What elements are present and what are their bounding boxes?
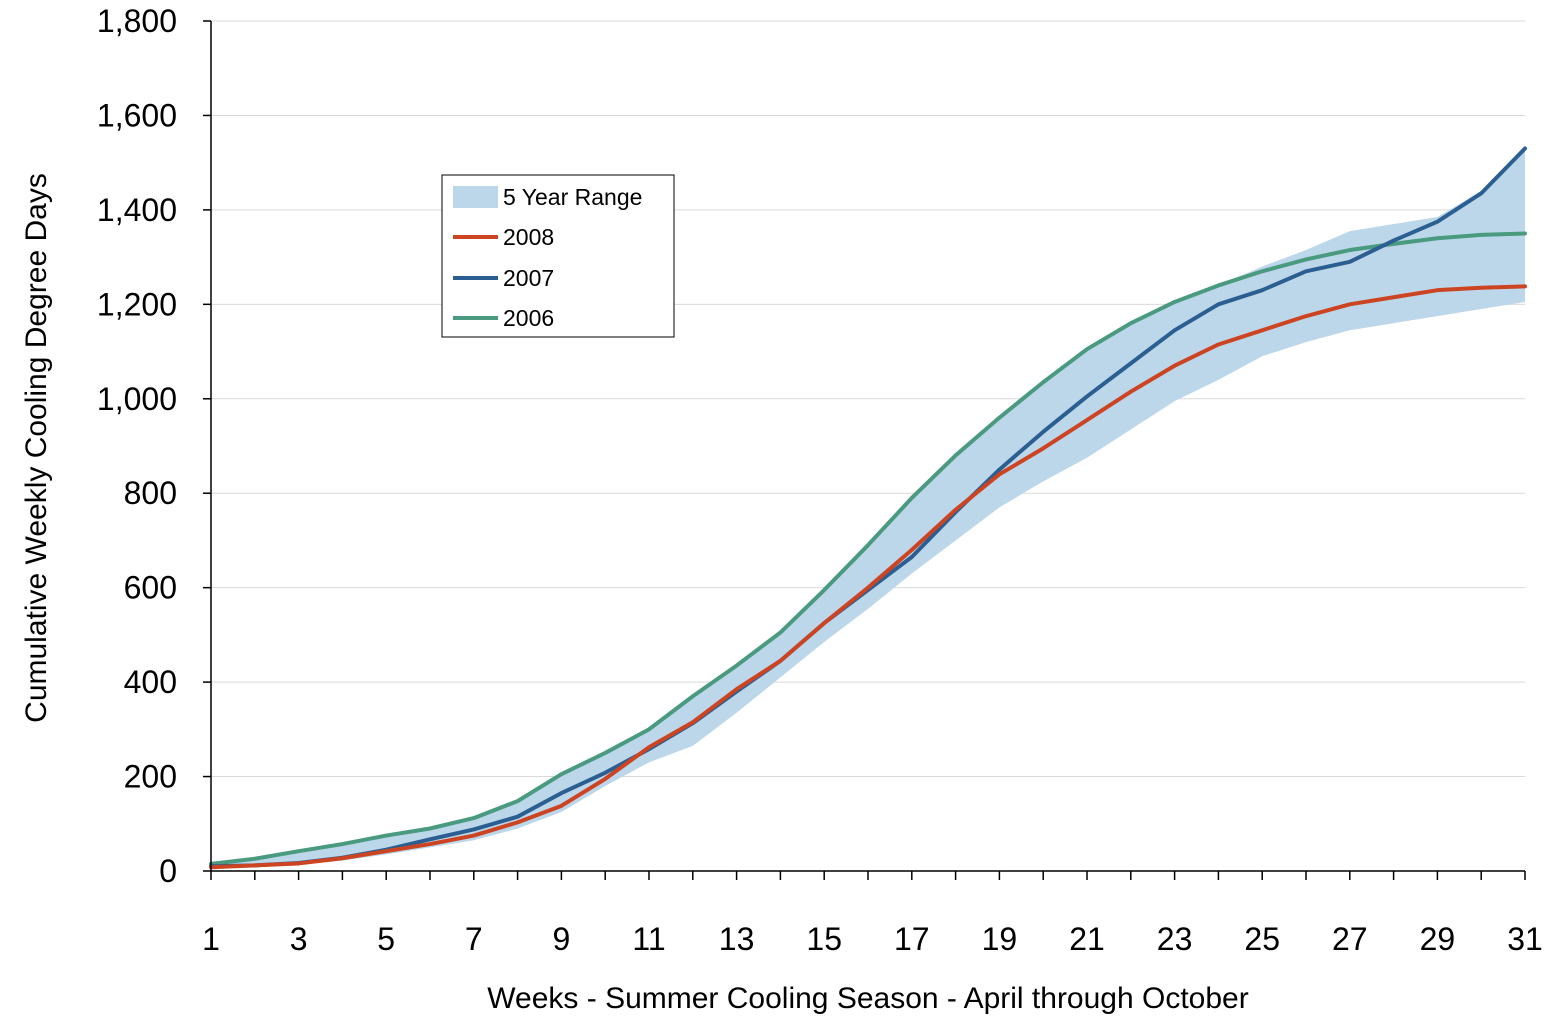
y-tick-label: 0 xyxy=(159,853,177,889)
y-tick-label: 1,000 xyxy=(97,381,177,417)
x-tick-label: 7 xyxy=(465,921,483,957)
x-tick-label: 17 xyxy=(894,921,930,957)
y-tick-label: 1,200 xyxy=(97,286,177,322)
x-tick-label: 9 xyxy=(553,921,571,957)
legend-label-2008: 2008 xyxy=(503,224,554,250)
y-tick-label: 400 xyxy=(124,664,177,700)
x-tick-label: 19 xyxy=(982,921,1018,957)
x-axis-title: Weeks - Summer Cooling Season - April th… xyxy=(487,982,1248,1015)
y-tick-label: 1,800 xyxy=(97,3,177,39)
gridlines xyxy=(211,20,1525,778)
y-tick-label: 1,600 xyxy=(97,97,177,133)
y-tick-label: 800 xyxy=(124,475,177,511)
legend: 5 Year Range 2008 2007 2006 xyxy=(441,174,675,338)
legend-label-2006: 2006 xyxy=(503,305,554,331)
x-tick-label: 21 xyxy=(1069,921,1105,957)
legend-label-range: 5 Year Range xyxy=(503,184,642,210)
y-tick-label: 600 xyxy=(124,570,177,606)
series-layer xyxy=(209,146,1527,870)
y-tick-label: 200 xyxy=(124,759,177,795)
x-tick-label: 29 xyxy=(1420,921,1456,957)
x-tick-label: 23 xyxy=(1157,921,1193,957)
range-band-area xyxy=(211,148,1525,869)
x-tick-label: 31 xyxy=(1507,921,1543,957)
series-line-2008 xyxy=(209,284,1527,870)
axes xyxy=(203,20,1526,880)
x-tick-label: 1 xyxy=(202,921,220,957)
x-tick-label: 27 xyxy=(1332,921,1368,957)
series-line-2006 xyxy=(209,231,1527,866)
x-tick-label: 11 xyxy=(632,921,665,957)
x-tick-label: 15 xyxy=(806,921,842,957)
x-tick-label: 5 xyxy=(377,921,395,957)
legend-label-2007: 2007 xyxy=(503,265,554,291)
x-tick-label: 13 xyxy=(719,921,755,957)
x-tick-label: 3 xyxy=(290,921,308,957)
y-axis-title: Cumulative Weekly Cooling Degree Days xyxy=(20,173,53,723)
range-band-layer xyxy=(211,148,1525,869)
legend-swatch-range xyxy=(453,186,498,208)
y-tick-label: 1,400 xyxy=(97,192,177,228)
x-tick-label: 25 xyxy=(1244,921,1280,957)
